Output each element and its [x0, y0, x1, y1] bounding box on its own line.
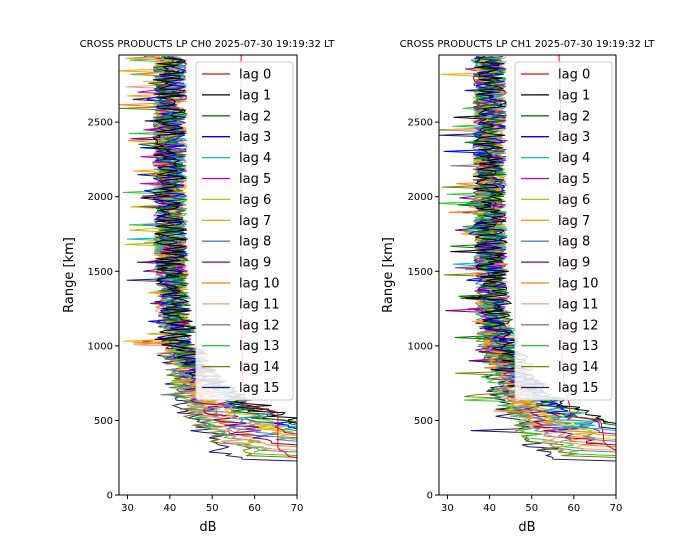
chart-ch0-ytick-2500: 2500 — [88, 118, 113, 129]
chart-ch0-legend-lag13: lag 13 — [239, 339, 280, 354]
chart-ch1-legend-lag10: lag 10 — [558, 277, 599, 292]
chart-ch0-legend-lag4: lag 4 — [239, 151, 271, 166]
chart-ch0-ytick-500: 500 — [94, 416, 113, 427]
chart-ch1-legend-lag9: lag 9 — [558, 256, 590, 271]
chart-ch0-legend-box — [195, 61, 294, 401]
chart-ch1-legend-box — [514, 61, 613, 401]
chart-ch0-legend-lag0: lag 0 — [239, 68, 271, 83]
chart-ch1-series-lag7 — [440, 56, 616, 495]
chart-ch1-ytick-1000: 1000 — [408, 341, 433, 352]
chart-ch0-ytick-2000: 2000 — [88, 192, 113, 203]
chart-ch1-legend-lag15: lag 15 — [558, 381, 599, 396]
chart-ch0-ytick-1500: 1500 — [88, 267, 113, 278]
chart-ch0-legend-lag2: lag 2 — [239, 109, 271, 124]
chart-ch1-legend-lag8: lag 8 — [558, 235, 590, 250]
chart-ch0-xtick-70: 70 — [291, 503, 304, 514]
chart-ch1-legend-lag14: lag 14 — [558, 360, 599, 375]
chart-ch1-xtick-40: 40 — [483, 503, 496, 514]
chart-ch1-legend-lag13: lag 13 — [558, 339, 599, 354]
chart-ch0-legend-lag7: lag 7 — [239, 214, 271, 229]
chart-ch0-legend-lag8: lag 8 — [239, 235, 271, 250]
chart-ch1: CROSS PRODUCTS LP CH1 2025-07-30 19:19:3… — [381, 39, 655, 535]
chart-ch0-xtick-40: 40 — [163, 503, 176, 514]
chart-ch0: CROSS PRODUCTS LP CH0 2025-07-30 19:19:3… — [62, 39, 335, 535]
chart-ch0-title: CROSS PRODUCTS LP CH0 2025-07-30 19:19:3… — [80, 39, 336, 50]
chart-ch1-ytick-0: 0 — [427, 491, 433, 502]
chart-ch1-legend-lag0: lag 0 — [558, 68, 590, 83]
chart-ch0-legend-lag3: lag 3 — [239, 130, 271, 145]
chart-ch0-yticks: 0 500 1000 1500 2000 2500 — [88, 118, 119, 502]
chart-ch1-xlabel: dB — [518, 520, 535, 535]
chart-ch0-ylabel: Range [km] — [62, 237, 77, 313]
chart-ch1-legend-lag12: lag 12 — [558, 318, 599, 333]
chart-ch0-xtick-30: 30 — [121, 503, 134, 514]
chart-ch1-legend-lag7: lag 7 — [558, 214, 590, 229]
chart-ch1-yticks: 0 500 1000 1500 2000 2500 — [408, 118, 439, 502]
chart-ch0-legend-lag11: lag 11 — [239, 297, 280, 312]
chart-ch0-xtick-60: 60 — [248, 503, 261, 514]
chart-ch0-legend-lag14: lag 14 — [239, 360, 280, 375]
chart-ch1-ytick-2000: 2000 — [408, 192, 433, 203]
chart-ch0-legend-lag9: lag 9 — [239, 256, 271, 271]
chart-ch1-series-lag1 — [450, 56, 616, 495]
chart-ch0-legend-lag10: lag 10 — [239, 277, 280, 292]
chart-ch1-ytick-2500: 2500 — [408, 118, 433, 129]
chart-ch1-title: CROSS PRODUCTS LP CH1 2025-07-30 19:19:3… — [400, 39, 656, 50]
chart-ch1-xticks: 30 40 50 60 70 — [441, 495, 622, 514]
chart-ch0-legend-lag1: lag 1 — [239, 88, 271, 103]
chart-ch0-legend-lag6: lag 6 — [239, 193, 271, 208]
chart-ch1-legend-lag4: lag 4 — [558, 151, 590, 166]
chart-ch1-xtick-30: 30 — [441, 503, 454, 514]
chart-ch1-frame — [438, 54, 617, 496]
chart-ch0-series-lag1 — [140, 56, 297, 495]
chart-ch0-xlabel: dB — [199, 520, 216, 535]
chart-ch0-legend: lag 0 lag 1 lag 2 lag 3 lag 4 lag 5 lag … — [195, 61, 294, 401]
chart-ch1-xtick-50: 50 — [525, 503, 538, 514]
chart-ch1-legend-lag1: lag 1 — [558, 88, 590, 103]
chart-ch1-legend: lag 0 lag 1 lag 2 lag 3 lag 4 lag 5 lag … — [514, 61, 613, 401]
chart-ch1-ytick-500: 500 — [414, 416, 433, 427]
chart-ch0-legend-lag5: lag 5 — [239, 172, 271, 187]
chart-ch1-legend-lag2: lag 2 — [558, 109, 590, 124]
chart-ch0-ytick-1000: 1000 — [88, 341, 113, 352]
chart-ch1-legend-lag3: lag 3 — [558, 130, 590, 145]
chart-ch0-frame — [118, 54, 298, 496]
chart-ch0-series-group — [119, 55, 297, 495]
chart-ch0-legend-lag15: lag 15 — [239, 381, 280, 396]
chart-ch1-series-group — [439, 55, 616, 495]
chart-ch0-ytick-0: 0 — [107, 491, 113, 502]
chart-ch1-legend-lag5: lag 5 — [558, 172, 590, 187]
chart-ch1-xtick-70: 70 — [610, 503, 623, 514]
chart-ch0-xticks: 30 40 50 60 70 — [121, 495, 303, 514]
chart-ch0-xtick-50: 50 — [206, 503, 219, 514]
chart-ch1-ytick-1500: 1500 — [408, 267, 433, 278]
chart-ch1-ylabel: Range [km] — [381, 237, 396, 313]
chart-ch1-legend-lag11: lag 11 — [558, 297, 599, 312]
chart-ch1-xtick-60: 60 — [567, 503, 580, 514]
chart-ch1-legend-lag6: lag 6 — [558, 193, 590, 208]
chart-ch0-legend-lag12: lag 12 — [239, 318, 280, 333]
